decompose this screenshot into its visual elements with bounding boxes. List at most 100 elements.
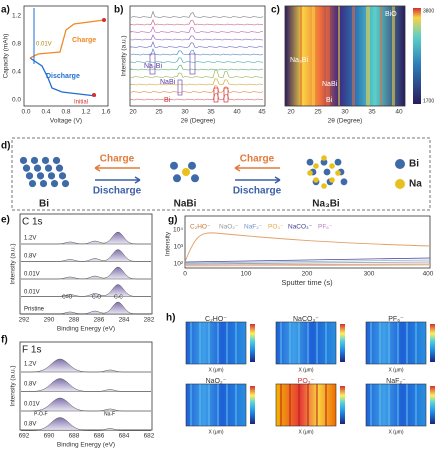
map-streak (208, 384, 210, 426)
axis-label: 2θ (Degree) (328, 118, 363, 125)
panel-label: b) (114, 5, 123, 16)
curve-label: 0.8V (24, 254, 36, 260)
atom (334, 158, 342, 166)
tick-label: 40 (233, 109, 241, 116)
map-title: NaO₂⁻ (206, 378, 227, 385)
pattern (130, 57, 264, 63)
map-streak (190, 322, 192, 364)
tick-label: 282 (144, 317, 155, 324)
axis-label: X (μm) (208, 429, 223, 435)
atom (321, 155, 327, 161)
legend-label: C₂HO⁻ (190, 224, 211, 231)
map-streak (388, 322, 390, 364)
tick-label: 30 (181, 109, 189, 116)
pattern (130, 78, 264, 86)
spectrum (21, 358, 151, 373)
atom (307, 170, 313, 176)
arrow (235, 176, 281, 184)
tick-label: 10³ (174, 244, 184, 251)
arrow-label: Charge (100, 154, 135, 165)
atom (41, 156, 50, 165)
bi-structure (19, 156, 70, 188)
tick-label: 1.2 (12, 13, 21, 20)
tick-label: 35 (207, 109, 215, 116)
map-streak (388, 384, 390, 426)
spectrum (21, 284, 151, 297)
phase-label: Na₃Bi (290, 57, 308, 64)
map-streak (325, 384, 327, 426)
tick-label: 0.0 (12, 97, 21, 104)
tick-label: 400 (423, 271, 434, 278)
spectrum (21, 397, 151, 412)
tick-label: 35 (368, 109, 376, 116)
tick-label: 45 (258, 109, 266, 116)
axis-label: X (μm) (208, 367, 223, 373)
atom (329, 163, 335, 169)
map-streak (316, 384, 318, 426)
phase-label: Bi (164, 97, 171, 104)
axis-label: Voltage (V) (50, 118, 82, 125)
spectrum (21, 249, 151, 262)
colorbar-label: 1700 (423, 98, 434, 104)
atom (33, 164, 42, 172)
nabi-structure (170, 161, 199, 183)
stripe (312, 6, 315, 106)
schematic-frame (11, 137, 431, 211)
map-streak (226, 322, 228, 364)
curve-label: 0.01V (24, 272, 40, 278)
axis-label: Intensity (a.u.) (10, 365, 17, 406)
axis-label: Binding Energy (eV) (57, 326, 115, 333)
axis-label: 2θ (Degree) (181, 118, 216, 125)
map-frame (185, 383, 247, 427)
axis-label: X (μm) (298, 367, 313, 373)
map-streak (217, 322, 219, 364)
panel-label: h) (166, 313, 175, 324)
colorbar-label: 3800 (423, 8, 434, 14)
atom (30, 156, 39, 165)
tick-label: 1.2 (81, 109, 90, 116)
curve-label: 0.8V (24, 382, 36, 388)
curve-label: 1.2V (24, 362, 36, 368)
tick-label: 0 (183, 271, 187, 278)
atom (340, 178, 348, 186)
curve (184, 259, 431, 264)
map-streak (325, 322, 327, 364)
pattern (130, 34, 264, 41)
tick-label: 30 (341, 109, 349, 116)
tick-label: 284 (119, 317, 130, 324)
tick-label: 20 (129, 109, 137, 116)
marker (92, 93, 96, 97)
panel-label: d) (1, 141, 10, 152)
phase-box (177, 79, 183, 96)
tick-label: 10² (174, 261, 184, 268)
tick-label: 292 (19, 317, 30, 324)
curve-label: 1.2V (24, 236, 36, 242)
tick-label: 10⁴ (173, 227, 183, 234)
peak-label: C-O (92, 294, 101, 300)
axes-frame (19, 213, 153, 315)
map-frame (185, 321, 247, 365)
map-streak (298, 384, 300, 426)
sims-maps: C₂HO⁻ X (μm) NaCO₃⁻ X (μm) PF₆⁻ X (μm) NaO₂⁻ X … (185, 316, 435, 435)
atom (191, 174, 199, 183)
arrow (95, 176, 141, 184)
phase-box (223, 87, 229, 103)
charge-curve (29, 19, 105, 59)
legend-label: NaF₂⁻ (244, 224, 263, 231)
map-streak (307, 322, 309, 364)
atom (320, 158, 328, 166)
colorbar (413, 8, 421, 104)
curve (184, 263, 431, 266)
phase-label: Na₃Bi (144, 63, 162, 70)
panel-label: g) (168, 215, 177, 226)
axis-label: Capacity (mAh) (3, 34, 10, 79)
curve-label: Pristine (24, 307, 45, 313)
panel-title: C 1s (22, 217, 43, 228)
axes-frame (23, 5, 109, 107)
atom (329, 177, 335, 183)
spectrum (21, 301, 151, 315)
phase-box (213, 87, 219, 103)
tick-label: 690 (44, 433, 55, 440)
atom (313, 163, 319, 169)
